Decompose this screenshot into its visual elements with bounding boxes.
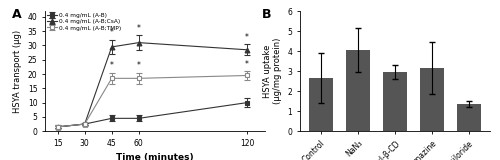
Text: *: * (110, 61, 114, 70)
Y-axis label: HSYA transport (μg): HSYA transport (μg) (13, 30, 22, 113)
Bar (346, 50, 370, 131)
Text: *: * (245, 60, 249, 69)
Text: A: A (12, 8, 22, 21)
Y-axis label: HSYA uptake
(μg/mg protein): HSYA uptake (μg/mg protein) (262, 38, 282, 104)
Text: *: * (245, 33, 249, 42)
X-axis label: Time (minutes): Time (minutes) (116, 153, 194, 160)
Bar (457, 104, 481, 131)
Legend: 0.4 mg/mL (A-B), 0.4 mg/mL (A-B;CsA), 0.4 mg/mL (A-B;TMP): 0.4 mg/mL (A-B), 0.4 mg/mL (A-B;CsA), 0.… (46, 12, 122, 31)
Bar (308, 78, 333, 131)
Text: *: * (110, 28, 114, 37)
Bar (383, 72, 407, 131)
Text: *: * (137, 61, 140, 70)
Bar (420, 68, 444, 131)
Text: B: B (262, 8, 272, 21)
Text: *: * (137, 24, 140, 33)
